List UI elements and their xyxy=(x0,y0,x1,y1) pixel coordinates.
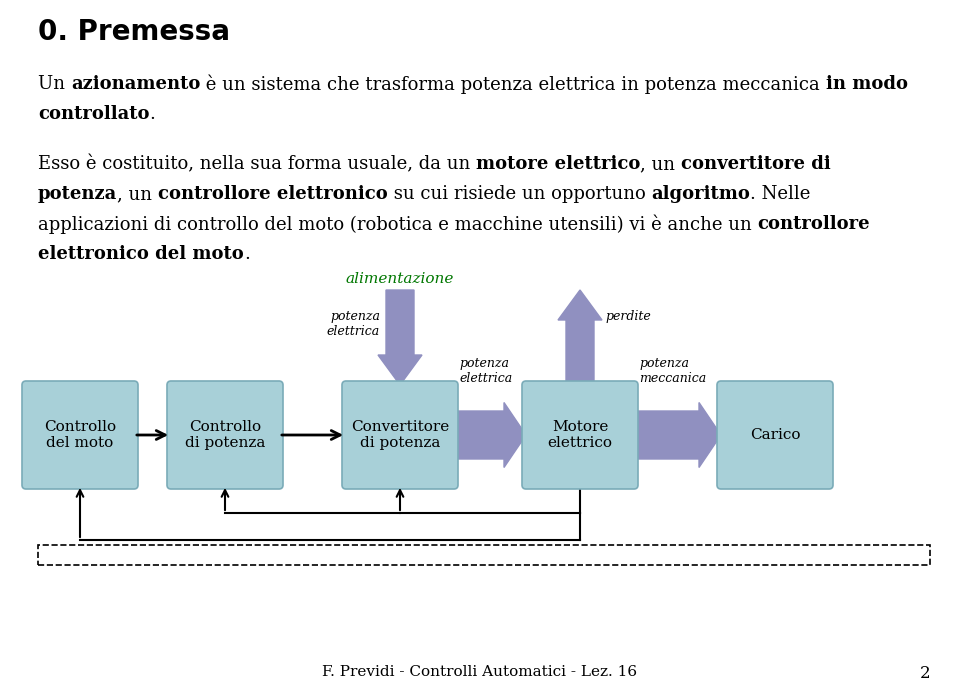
FancyBboxPatch shape xyxy=(717,381,833,489)
Text: .: . xyxy=(150,105,156,123)
Text: applicazioni di controllo del moto (robotica e macchine utensili) vi è anche un: applicazioni di controllo del moto (robo… xyxy=(38,215,757,235)
Text: Esso è costituito, nella sua forma usuale, da un: Esso è costituito, nella sua forma usual… xyxy=(38,155,476,173)
Text: elettronico del moto: elettronico del moto xyxy=(38,245,244,263)
Text: perdite: perdite xyxy=(605,310,651,323)
Text: Controllo
di potenza: Controllo di potenza xyxy=(185,420,265,450)
Text: azionamento: azionamento xyxy=(71,75,200,93)
Text: potenza
elettrica: potenza elettrica xyxy=(459,357,513,385)
FancyBboxPatch shape xyxy=(22,381,138,489)
Text: motore elettrico: motore elettrico xyxy=(476,155,640,173)
FancyArrow shape xyxy=(454,402,526,468)
Text: algoritmo: algoritmo xyxy=(651,185,750,203)
Text: controllore: controllore xyxy=(757,215,870,233)
Text: in modo: in modo xyxy=(826,75,907,93)
Text: alimentazione: alimentazione xyxy=(346,272,454,286)
Text: 2: 2 xyxy=(920,665,930,682)
Bar xyxy=(38,545,930,565)
Text: controllato: controllato xyxy=(38,105,150,123)
Text: F. Previdi - Controlli Automatici - Lez. 16: F. Previdi - Controlli Automatici - Lez.… xyxy=(323,665,637,679)
Text: , un: , un xyxy=(640,155,682,173)
Text: , un: , un xyxy=(117,185,158,203)
Text: potenza: potenza xyxy=(38,185,117,203)
FancyArrow shape xyxy=(558,290,602,385)
Text: convertitore di: convertitore di xyxy=(682,155,830,173)
Text: Motore
elettrico: Motore elettrico xyxy=(547,420,612,450)
Text: 0. Premessa: 0. Premessa xyxy=(38,18,230,46)
Text: potenza
meccanica: potenza meccanica xyxy=(639,357,707,385)
FancyBboxPatch shape xyxy=(522,381,638,489)
FancyBboxPatch shape xyxy=(167,381,283,489)
Text: Controllo
del moto: Controllo del moto xyxy=(44,420,116,450)
Text: controllore elettronico: controllore elettronico xyxy=(158,185,388,203)
FancyArrow shape xyxy=(378,290,422,385)
Text: Un: Un xyxy=(38,75,71,93)
Text: su cui risiede un opportuno: su cui risiede un opportuno xyxy=(388,185,651,203)
Text: Convertitore
di potenza: Convertitore di potenza xyxy=(350,420,449,450)
Text: .: . xyxy=(244,245,250,263)
Text: potenza
elettrica: potenza elettrica xyxy=(326,310,380,338)
FancyArrow shape xyxy=(634,402,721,468)
Text: Carico: Carico xyxy=(750,428,801,442)
Text: . Nelle: . Nelle xyxy=(750,185,810,203)
Text: è un sistema che trasforma potenza elettrica in potenza meccanica: è un sistema che trasforma potenza elett… xyxy=(200,75,826,94)
FancyBboxPatch shape xyxy=(342,381,458,489)
